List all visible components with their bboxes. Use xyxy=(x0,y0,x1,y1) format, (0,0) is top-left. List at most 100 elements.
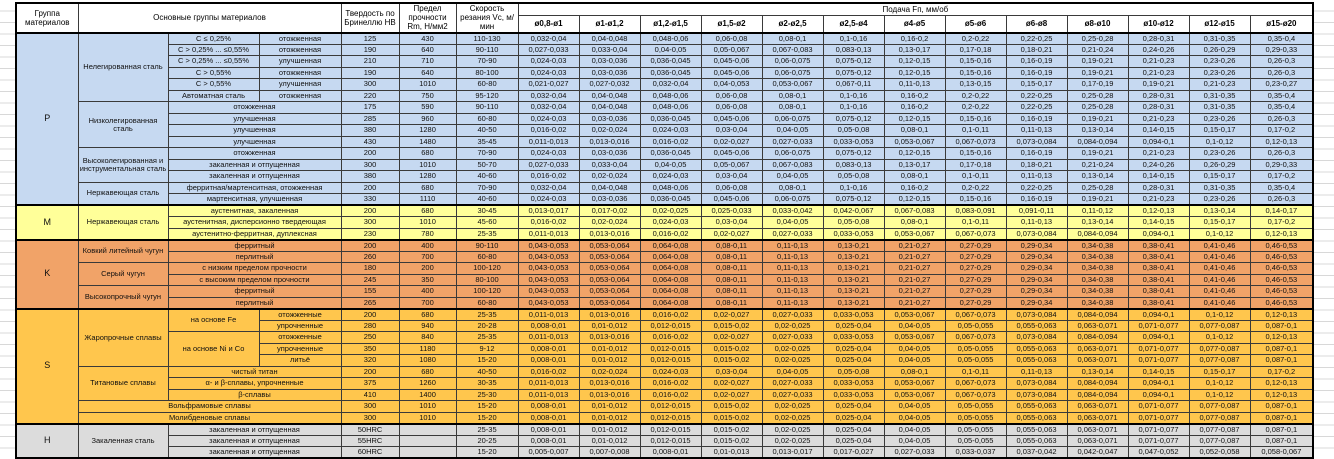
cell-feed-value[interactable]: 0,15-0,16 xyxy=(944,66,1007,80)
cell-cutting-speed[interactable]: 25-30 xyxy=(455,388,519,402)
cell-feed-value[interactable]: 0,11-0,13 xyxy=(1005,365,1068,379)
cell-treatment-state[interactable]: отожженная xyxy=(167,101,342,114)
cell-feed-value[interactable]: 0,055-0,063 xyxy=(1005,354,1068,367)
cell-cutting-speed[interactable]: 15-20 xyxy=(455,446,519,459)
cell-feed-value[interactable]: 0,41-0,46 xyxy=(1188,296,1251,310)
cell-strength-rm[interactable]: 1010 xyxy=(398,158,457,172)
cell-feed-value[interactable]: 0,011-0,013 xyxy=(517,377,580,390)
cell-feed-value[interactable]: 0,027-0,033 xyxy=(761,227,824,241)
cell-feed-value[interactable]: 0,087-0,1 xyxy=(1249,319,1314,333)
cell-feed-value[interactable]: 0,12-0,13 xyxy=(1249,331,1314,344)
cell-treatment-state[interactable]: закаленная и отпущенная xyxy=(167,434,342,448)
cell-hardness-hb[interactable]: 380 xyxy=(340,170,400,183)
cell-strength-rm[interactable]: 1010 xyxy=(398,78,457,91)
cell-feed-value[interactable]: 0,12-0,15 xyxy=(883,193,946,206)
cell-feed-value[interactable]: 0,04-0,05 xyxy=(883,411,946,425)
cell-feed-value[interactable]: 0,055-0,063 xyxy=(1005,411,1068,425)
cell-feed-value[interactable]: 0,11-0,13 xyxy=(761,296,824,310)
cell-feed-value[interactable]: 0,02-0,025 xyxy=(761,400,824,413)
cell-feed-value[interactable]: 0,11-0,13 xyxy=(1005,170,1068,183)
cell-feed-value[interactable]: 0,21-0,27 xyxy=(883,250,946,264)
cell-cutting-speed[interactable]: 90-110 xyxy=(455,238,519,252)
cell-feed-value[interactable]: 0,13-0,14 xyxy=(1066,365,1129,379)
cell-feed-value[interactable]: 0,083-0,13 xyxy=(822,43,885,57)
cell-feed-value[interactable]: 0,084-0,094 xyxy=(1066,307,1129,321)
cell-feed-value[interactable]: 0,012-0,015 xyxy=(639,422,702,436)
cell-feed-value[interactable]: 0,12-0,13 xyxy=(1127,204,1190,218)
cell-feed-value[interactable]: 0,052-0,058 xyxy=(1188,446,1251,459)
cell-feed-value[interactable]: 0,29-0,34 xyxy=(1005,285,1068,298)
cell-feed-value[interactable]: 0,04-0,05 xyxy=(639,158,702,172)
cell-feed-value[interactable]: 0,036-0,045 xyxy=(639,147,702,160)
cell-feed-value[interactable]: 0,008-0,01 xyxy=(639,446,702,459)
cell-feed-value[interactable]: 0,087-0,1 xyxy=(1249,342,1314,356)
cell-cutting-speed[interactable]: 40-50 xyxy=(455,124,519,137)
cell-feed-value[interactable]: 0,41-0,46 xyxy=(1188,238,1251,252)
cell-hardness-hb[interactable]: 350 xyxy=(340,342,400,356)
cell-feed-value[interactable]: 0,06-0,075 xyxy=(761,112,824,126)
cell-feed-value[interactable]: 0,15-0,16 xyxy=(944,112,1007,126)
cell-treatment-state[interactable]: улучшенная xyxy=(167,135,342,149)
cell-feed-value[interactable]: 0,084-0,094 xyxy=(1066,331,1129,344)
cell-material-group[interactable]: Серый чугун xyxy=(77,262,169,287)
cell-feed-value[interactable]: 0,008-0,01 xyxy=(517,422,580,436)
cell-feed-value[interactable]: 0,21-0,23 xyxy=(1127,55,1190,68)
cell-feed-value[interactable]: 0,02-0,025 xyxy=(761,319,824,333)
cell-feed-value[interactable]: 0,016-0,02 xyxy=(639,331,702,344)
cell-strength-rm[interactable]: 1110 xyxy=(398,193,457,206)
cell-feed-value[interactable]: 0,048-0,06 xyxy=(639,181,702,195)
cell-feed-value[interactable]: 0,043-0,053 xyxy=(517,273,580,287)
cell-feed-value[interactable]: 0,032-0,04 xyxy=(639,78,702,91)
cell-feed-value[interactable]: 0,045-0,06 xyxy=(700,193,763,206)
cell-feed-value[interactable]: 0,28-0,31 xyxy=(1127,31,1190,45)
cell-feed-value[interactable]: 0,067-0,073 xyxy=(944,388,1007,402)
cell-feed-value[interactable]: 0,08-0,1 xyxy=(883,216,946,229)
cell-feed-value[interactable]: 0,25-0,28 xyxy=(1066,181,1129,195)
cell-feed-value[interactable]: 0,053-0,064 xyxy=(578,273,641,287)
cell-feed-value[interactable]: 0,067-0,073 xyxy=(944,135,1007,149)
cell-feed-value[interactable]: 0,008-0,01 xyxy=(517,354,580,367)
cell-feed-value[interactable]: 0,21-0,27 xyxy=(883,296,946,310)
cell-feed-value[interactable]: 0,28-0,31 xyxy=(1127,101,1190,114)
cell-feed-value[interactable]: 0,38-0,41 xyxy=(1127,262,1190,275)
cell-feed-value[interactable]: 0,084-0,094 xyxy=(1066,388,1129,402)
cell-feed-value[interactable]: 0,14-0,15 xyxy=(1127,170,1190,183)
cell-feed-value[interactable]: 0,032-0,04 xyxy=(517,31,580,45)
cell-hardness-hb[interactable]: 55HRC xyxy=(340,434,400,448)
cell-feed-value[interactable]: 0,067-0,073 xyxy=(944,331,1007,344)
cell-feed-value[interactable]: 0,34-0,38 xyxy=(1066,262,1129,275)
cell-feed-value[interactable]: 0,02-0,024 xyxy=(578,216,641,229)
cell-feed-value[interactable]: 0,15-0,16 xyxy=(944,193,1007,206)
cell-feed-value[interactable]: 0,094-0,1 xyxy=(1127,307,1190,321)
cell-feed-value[interactable]: 0,13-0,15 xyxy=(944,78,1007,91)
cell-feed-value[interactable]: 0,02-0,027 xyxy=(700,307,763,321)
cell-feed-value[interactable]: 0,024-0,03 xyxy=(517,147,580,160)
cell-feed-value[interactable]: 0,34-0,38 xyxy=(1066,273,1129,287)
cell-feed-value[interactable]: 0,11-0,13 xyxy=(761,273,824,287)
cell-feed-value[interactable]: 0,17-0,2 xyxy=(1249,124,1314,137)
cell-material-subtype[interactable]: C > 0,25% ... ≤0,55% xyxy=(167,55,260,68)
cell-feed-value[interactable]: 0,067-0,073 xyxy=(944,227,1007,241)
cell-feed-value[interactable]: 0,13-0,14 xyxy=(1066,216,1129,229)
cell-feed-value[interactable]: 0,18-0,21 xyxy=(1005,158,1068,172)
cell-feed-value[interactable]: 0,24-0,26 xyxy=(1127,158,1190,172)
cell-strength-rm[interactable]: 680 xyxy=(398,365,457,379)
cell-hardness-hb[interactable]: 190 xyxy=(340,66,400,80)
cell-strength-rm[interactable]: 680 xyxy=(398,307,457,321)
cell-feed-value[interactable]: 0,047-0,052 xyxy=(1127,446,1190,459)
cell-feed-value[interactable]: 0,26-0,3 xyxy=(1249,112,1314,126)
cell-feed-value[interactable]: 0,055-0,063 xyxy=(1005,319,1068,333)
cell-feed-value[interactable]: 0,29-0,33 xyxy=(1249,43,1314,57)
cell-feed-value[interactable]: 0,46-0,53 xyxy=(1249,285,1314,298)
cell-feed-value[interactable]: 0,2-0,22 xyxy=(944,101,1007,114)
cell-treatment-state[interactable]: улучшенная xyxy=(258,55,342,68)
cell-feed-value[interactable]: 0,015-0,02 xyxy=(700,319,763,333)
cell-feed-value[interactable]: 0,21-0,24 xyxy=(1066,43,1129,57)
cell-feed-value[interactable]: 0,14-0,15 xyxy=(1127,124,1190,137)
cell-feed-value[interactable]: 0,26-0,29 xyxy=(1188,43,1251,57)
cell-feed-value[interactable]: 0,04-0,05 xyxy=(761,124,824,137)
cell-strength-rm[interactable]: 1280 xyxy=(398,124,457,137)
cell-feed-value[interactable]: 0,12-0,13 xyxy=(1249,388,1314,402)
cell-feed-value[interactable]: 0,033-0,053 xyxy=(822,331,885,344)
cell-feed-value[interactable]: 0,05-0,055 xyxy=(944,422,1007,436)
